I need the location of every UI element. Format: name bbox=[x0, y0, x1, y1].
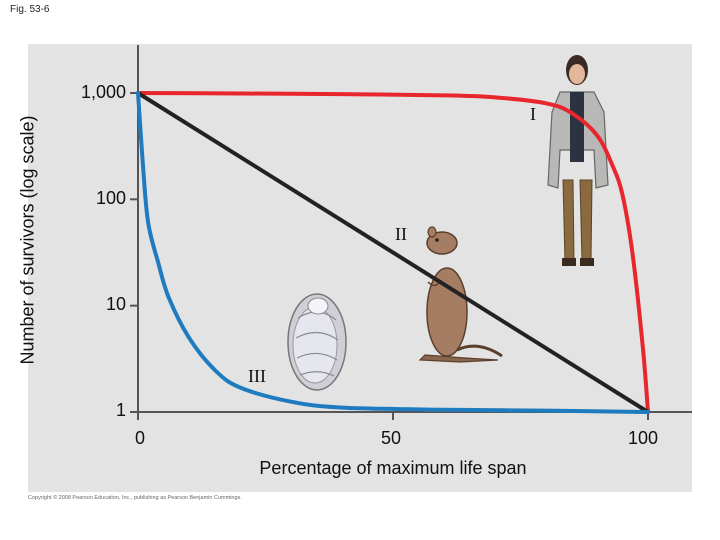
ground-squirrel-icon bbox=[418, 226, 503, 363]
x-tick-label: 50 bbox=[380, 428, 402, 448]
x-tick-label: 0 bbox=[134, 428, 146, 448]
y-tick-label: 1 bbox=[115, 400, 126, 420]
series-line-type-i bbox=[136, 91, 650, 414]
series-label-type-ii: II bbox=[395, 224, 407, 244]
series-label-type-iii: III bbox=[248, 366, 266, 386]
y-axis-label: Number of survivors (log scale) bbox=[17, 115, 38, 365]
series-line-type-iii bbox=[136, 91, 650, 414]
y-tick-label: 100 bbox=[95, 188, 126, 208]
x-axis-label: Percentage of maximum life span bbox=[259, 458, 527, 478]
x-tick-label: 100 bbox=[627, 428, 659, 448]
y-tick-label: 10 bbox=[105, 294, 126, 314]
y-tick-label: 1,000 bbox=[80, 82, 126, 102]
oyster-shell-icon bbox=[287, 293, 347, 391]
series-label-type-i: I bbox=[530, 104, 536, 124]
human-figure-icon bbox=[547, 55, 609, 266]
series-line-type-ii bbox=[136, 91, 650, 414]
figure-label: Fig. 53-6 bbox=[10, 4, 50, 15]
copyright-text: Copyright © 2008 Pearson Education, Inc.… bbox=[28, 495, 242, 501]
